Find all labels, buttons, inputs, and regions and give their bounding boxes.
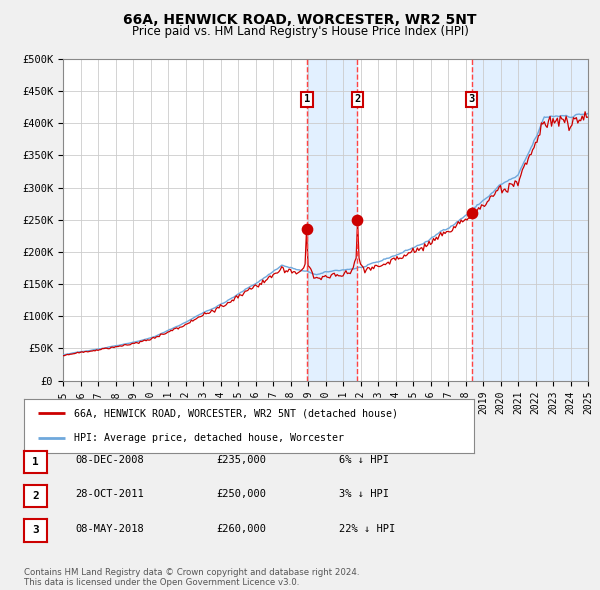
Bar	[472, 59, 595, 381]
Text: 2: 2	[32, 491, 39, 501]
Text: Contains HM Land Registry data © Crown copyright and database right 2024.
This d: Contains HM Land Registry data © Crown c…	[24, 568, 359, 587]
Text: 6% ↓ HPI: 6% ↓ HPI	[339, 455, 389, 465]
Text: 08-MAY-2018: 08-MAY-2018	[75, 524, 144, 533]
Text: 66A, HENWICK ROAD, WORCESTER, WR2 5NT (detached house): 66A, HENWICK ROAD, WORCESTER, WR2 5NT (d…	[74, 408, 398, 418]
Text: £250,000: £250,000	[216, 490, 266, 499]
Text: 1: 1	[304, 94, 310, 104]
Text: 3: 3	[469, 94, 475, 104]
Point	[302, 225, 311, 234]
Text: 3: 3	[32, 526, 39, 535]
Point	[467, 209, 476, 218]
Text: HPI: Average price, detached house, Worcester: HPI: Average price, detached house, Worc…	[74, 434, 343, 444]
Text: 3% ↓ HPI: 3% ↓ HPI	[339, 490, 389, 499]
Text: £260,000: £260,000	[216, 524, 266, 533]
Text: 08-DEC-2008: 08-DEC-2008	[75, 455, 144, 465]
Point	[353, 215, 362, 225]
Text: 1: 1	[32, 457, 39, 467]
Text: 66A, HENWICK ROAD, WORCESTER, WR2 5NT: 66A, HENWICK ROAD, WORCESTER, WR2 5NT	[123, 13, 477, 27]
Text: 2: 2	[354, 94, 361, 104]
Text: Price paid vs. HM Land Registry's House Price Index (HPI): Price paid vs. HM Land Registry's House …	[131, 25, 469, 38]
Text: 22% ↓ HPI: 22% ↓ HPI	[339, 524, 395, 533]
Text: £235,000: £235,000	[216, 455, 266, 465]
Text: 28-OCT-2011: 28-OCT-2011	[75, 490, 144, 499]
Bar	[307, 59, 358, 381]
